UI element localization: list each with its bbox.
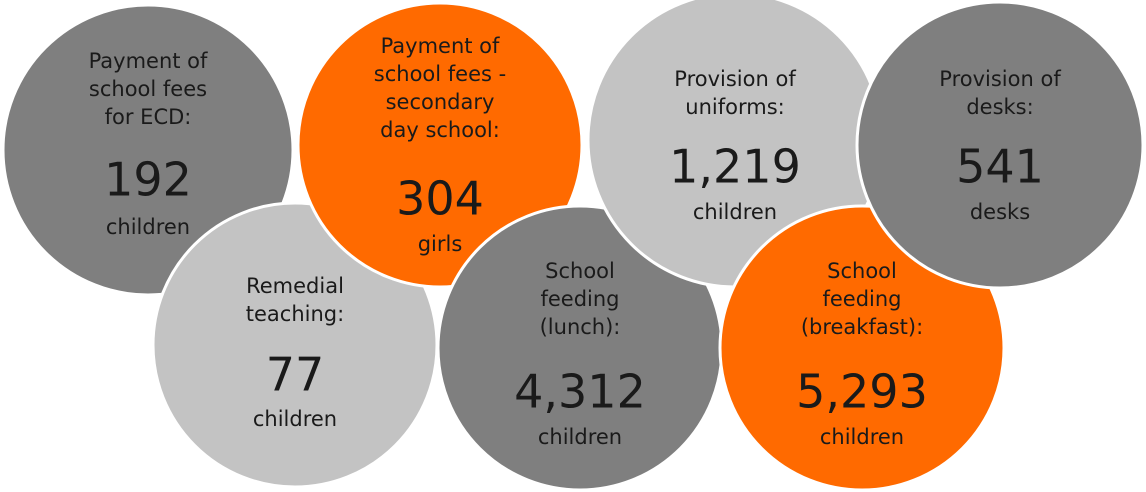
unit: children: [106, 215, 190, 239]
unit: children: [693, 200, 777, 224]
unit: desks: [970, 200, 1030, 224]
label: Payment of: [89, 49, 208, 73]
label: desks:: [966, 95, 1033, 119]
unit: children: [253, 407, 337, 431]
label: (lunch):: [540, 315, 621, 339]
label: school fees: [89, 77, 207, 101]
label: uniforms:: [685, 95, 784, 119]
label: Payment of: [381, 34, 500, 58]
label: School: [545, 259, 615, 283]
label: Provision of: [674, 67, 796, 91]
label: for ECD:: [105, 105, 192, 129]
unit: girls: [418, 232, 463, 256]
label: Provision of: [939, 67, 1061, 91]
label: secondary: [386, 90, 495, 114]
label: School: [827, 259, 897, 283]
circle: [855, 0, 1145, 290]
label: (breakfast):: [801, 315, 923, 339]
circle: [296, 1, 584, 289]
number: 4,312: [514, 365, 646, 419]
unit: children: [820, 425, 904, 449]
number: 1,219: [669, 140, 801, 194]
number: 304: [396, 172, 484, 226]
label: teaching:: [246, 302, 344, 326]
label: school fees -: [374, 62, 506, 86]
label: Remedial: [246, 274, 344, 298]
number: 5,293: [796, 365, 928, 419]
number: 192: [104, 153, 192, 207]
label: feeding: [540, 287, 619, 311]
number: 77: [266, 348, 325, 402]
number: 541: [956, 140, 1044, 194]
label: day school:: [380, 118, 500, 142]
circle: [718, 204, 1006, 492]
unit: children: [538, 425, 622, 449]
label: feeding: [822, 287, 901, 311]
